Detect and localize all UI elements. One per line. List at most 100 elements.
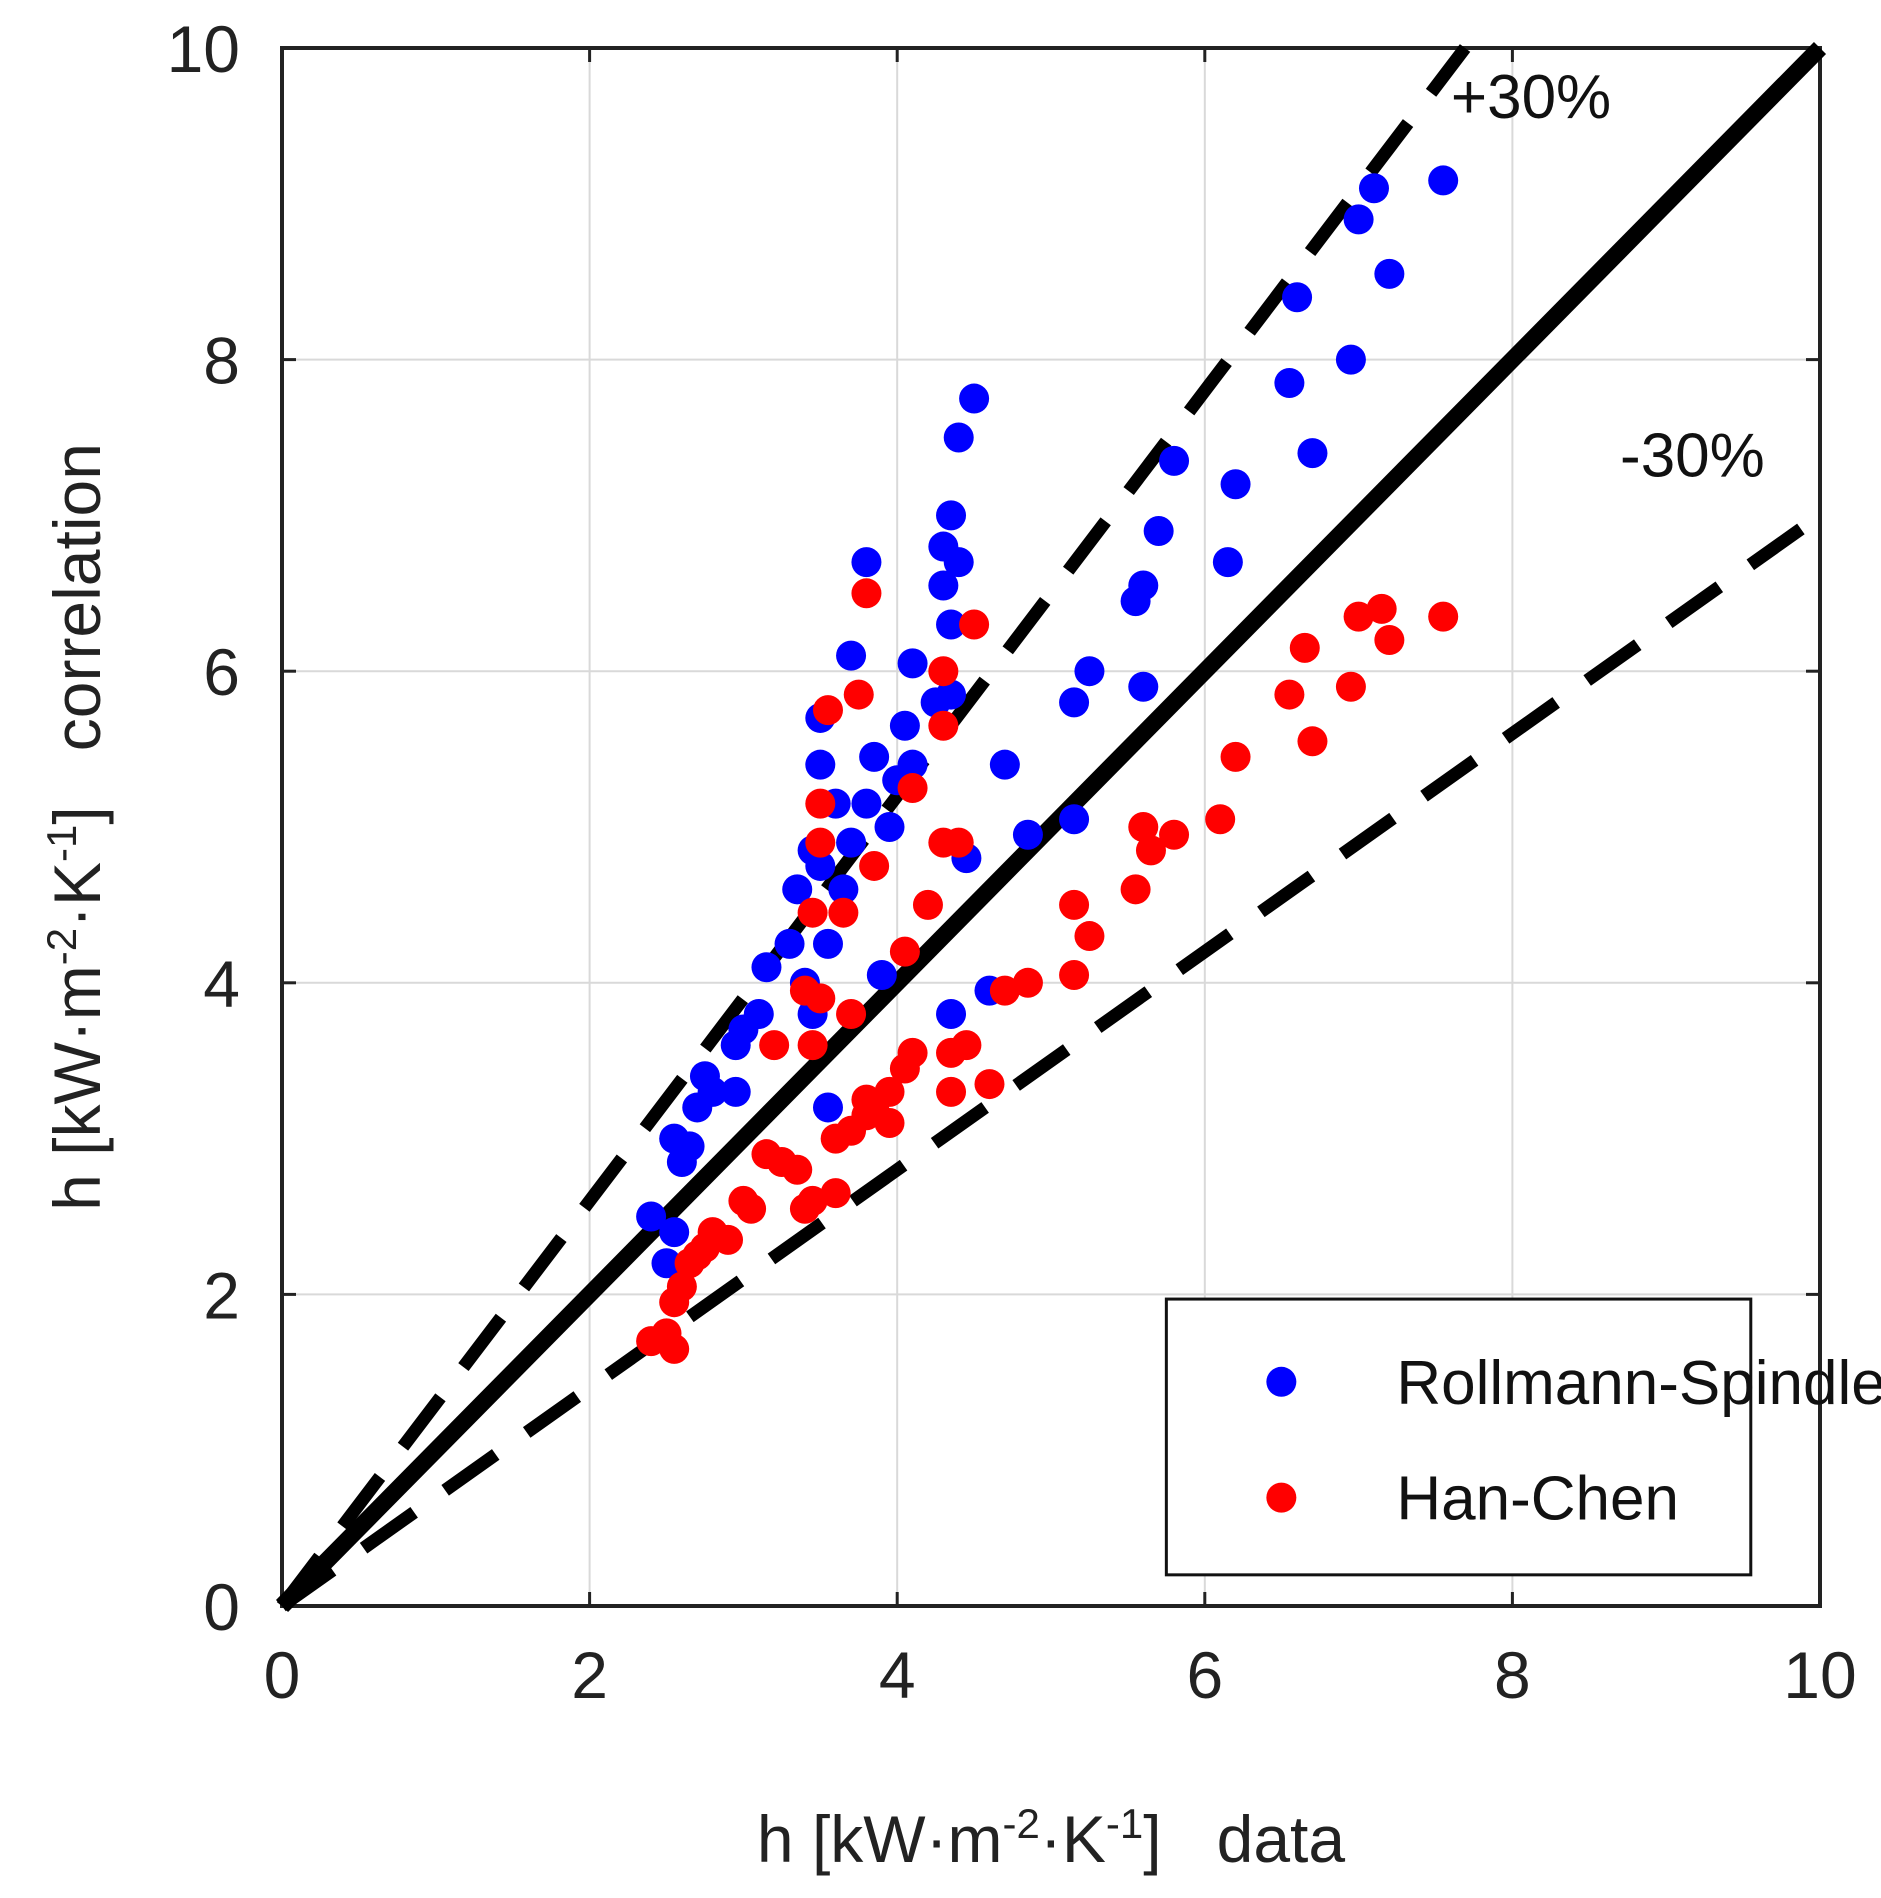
reference-line-minus30 [278, 510, 1824, 1612]
x-tick-label: 6 [1186, 1638, 1223, 1712]
x-tick-label: 2 [571, 1638, 608, 1712]
data-point [1282, 282, 1313, 313]
data-point [936, 609, 967, 640]
data-point [828, 874, 859, 905]
data-point [736, 1193, 767, 1224]
data-point [1059, 804, 1090, 835]
data-point [928, 656, 959, 687]
data-point [1012, 967, 1043, 998]
y-tick-label: 4 [203, 947, 240, 1021]
data-points [636, 165, 1459, 1364]
x-axis-label-exp1: -2 [1003, 1800, 1040, 1847]
data-point [1366, 593, 1397, 624]
x-axis-label-suffix: ] data [1143, 1802, 1345, 1876]
data-point [936, 1076, 967, 1107]
data-point [1128, 812, 1159, 842]
data-point [1128, 570, 1159, 601]
data-point [874, 1108, 905, 1139]
data-point [1143, 515, 1174, 546]
data-point [1343, 601, 1374, 632]
reference-lines [275, 42, 1827, 1612]
data-point [836, 640, 867, 671]
data-point [1274, 679, 1305, 710]
data-point [743, 998, 774, 1029]
data-point [1289, 632, 1320, 663]
data-point [674, 1131, 705, 1162]
data-point [828, 897, 859, 928]
tick-layer: 0 2 4 6 8 10 0 2 4 6 8 10 [167, 12, 1857, 1712]
minus-30-percent-label: -30% [1620, 421, 1765, 490]
y-axis-label-exp2: -1 [38, 825, 85, 862]
data-point [836, 998, 867, 1029]
data-point [959, 609, 990, 640]
series-han-chen [636, 578, 1459, 1364]
data-point [659, 1217, 690, 1248]
data-point [651, 1248, 682, 1279]
data-point [874, 1076, 905, 1107]
data-point [1358, 173, 1389, 204]
data-point [851, 578, 882, 609]
data-point [836, 827, 867, 858]
legend-label-han-chen: Han-Chen [1396, 1465, 1679, 1534]
data-point [928, 570, 959, 601]
data-point [943, 827, 974, 858]
x-axis-label-exp2: -1 [1106, 1800, 1143, 1847]
legend-marker-han-chen [1266, 1482, 1297, 1513]
data-point [897, 749, 928, 780]
plus-30-percent-label: +30% [1451, 63, 1611, 132]
y-axis-label-mid: ·K [40, 862, 114, 928]
data-point [843, 679, 874, 710]
data-point [1374, 258, 1405, 289]
data-point [759, 1030, 790, 1061]
y-axis-label: h [kW·m-2·K-1] correlation [38, 443, 114, 1211]
data-point [889, 936, 920, 967]
data-point [751, 952, 782, 983]
data-point [697, 1076, 728, 1107]
data-point [1205, 804, 1236, 835]
data-point [874, 812, 905, 842]
data-point [1274, 367, 1305, 398]
data-point [636, 1201, 667, 1232]
data-point [936, 500, 967, 531]
data-point [989, 749, 1020, 780]
data-point [797, 1185, 828, 1216]
data-point [659, 1333, 690, 1364]
x-tick-label: 0 [264, 1638, 301, 1712]
data-point [859, 850, 890, 881]
data-point [820, 1178, 851, 1209]
data-point [782, 874, 813, 905]
data-point [897, 773, 928, 804]
data-point [1220, 469, 1251, 500]
data-point [1059, 960, 1090, 991]
data-point [812, 695, 843, 726]
data-point [912, 889, 943, 920]
data-point [1428, 601, 1459, 632]
data-point [1297, 438, 1328, 469]
data-point [889, 710, 920, 741]
data-point [943, 422, 974, 453]
y-tick-label: 6 [203, 635, 240, 709]
data-point [1059, 687, 1090, 718]
y-tick-label: 2 [203, 1258, 240, 1332]
x-axis-label: h [kW·m-2·K-1] data [757, 1800, 1345, 1876]
x-axis-label-prefix: h [kW·m [757, 1802, 1003, 1876]
y-tick-label: 0 [203, 1570, 240, 1644]
data-point [1212, 547, 1243, 578]
data-point [1428, 165, 1459, 196]
data-point [897, 1037, 928, 1068]
data-point [713, 1224, 744, 1255]
data-point [1335, 671, 1366, 702]
data-point [797, 1030, 828, 1061]
data-point [782, 1154, 813, 1185]
data-point [936, 998, 967, 1029]
x-tick-label: 10 [1783, 1638, 1856, 1712]
y-tick-label: 10 [167, 12, 240, 86]
data-point [959, 383, 990, 414]
data-point [1297, 726, 1328, 757]
data-point [989, 975, 1020, 1006]
data-point [866, 960, 897, 991]
y-axis-label-prefix: h [kW·m [40, 965, 114, 1211]
data-point [859, 741, 890, 772]
data-point [974, 1069, 1005, 1100]
